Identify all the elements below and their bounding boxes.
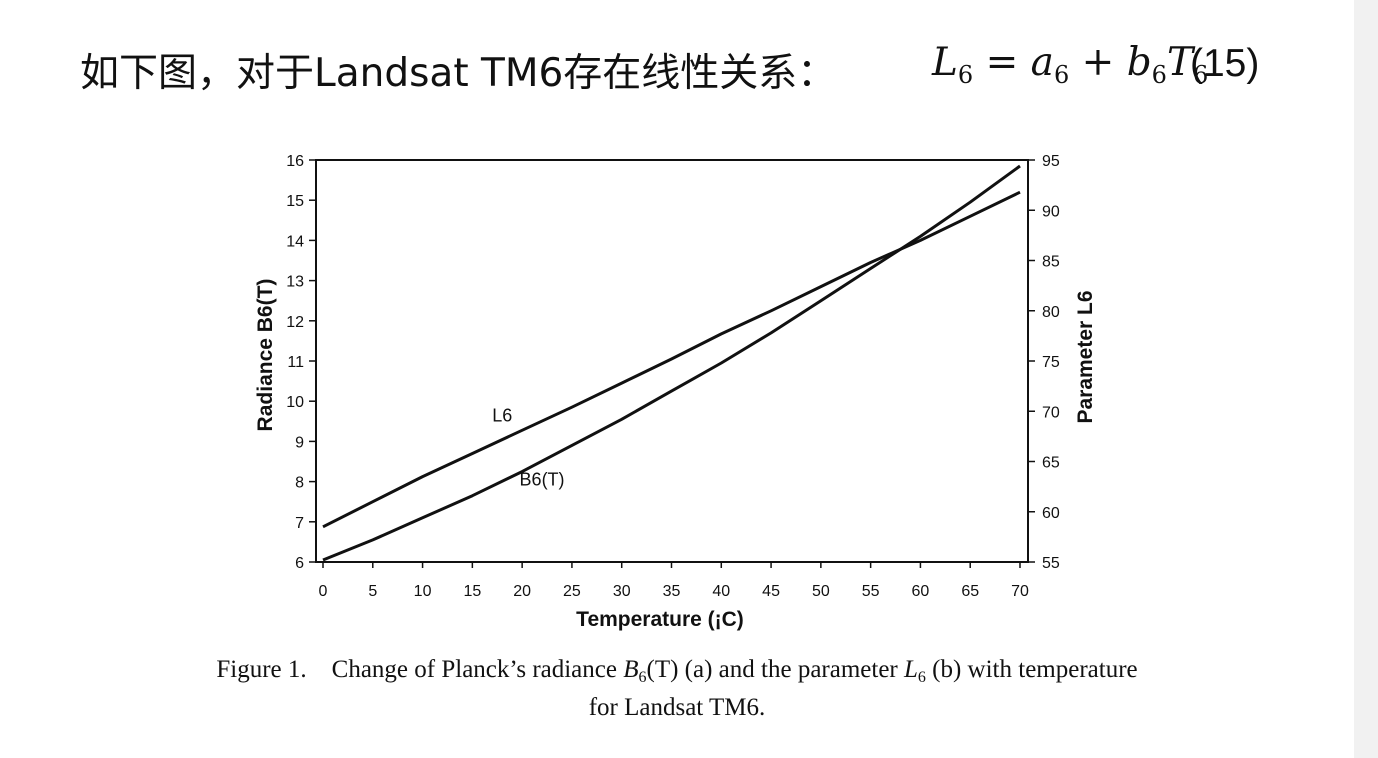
caption-part3: (b) with temperature xyxy=(925,656,1138,683)
caption-B: B xyxy=(623,656,639,683)
y-left-tick-label: 14 xyxy=(286,233,304,250)
series-label: L6 xyxy=(492,405,512,425)
figure-caption: Figure 1. Change of Planck’s radiance B6… xyxy=(0,655,1354,723)
x-tick-label: 50 xyxy=(812,583,830,600)
formula: L6 = a6 + b6T6 xyxy=(932,40,1208,89)
x-axis-title: Temperature (¡C) xyxy=(576,608,744,631)
chart-frame xyxy=(315,159,1029,563)
y-right-tick-label: 55 xyxy=(1042,555,1060,572)
chart-labels: L6 B6(T) Temperature (¡C) Radiance B6(T) Par… xyxy=(254,279,1097,631)
x-tick-label: 10 xyxy=(414,583,432,600)
y-right-tick-label: 60 xyxy=(1042,505,1060,522)
chart-series xyxy=(322,164,1021,562)
formula-T-sub: 6 xyxy=(1192,61,1209,89)
formula-b: b xyxy=(1126,40,1152,85)
x-tick-label: 25 xyxy=(563,583,581,600)
x-tick-label: 45 xyxy=(762,583,780,600)
y-right-tick-label: 90 xyxy=(1042,203,1060,220)
x-tick-label: 55 xyxy=(862,583,880,600)
x-tick-label: 0 xyxy=(319,583,328,600)
y-left-tick-label: 13 xyxy=(286,274,304,291)
y-right-tick-label: 65 xyxy=(1042,455,1060,472)
x-tick-label: 35 xyxy=(663,583,681,600)
y-right-tick-label: 80 xyxy=(1042,304,1060,321)
x-tick-label: 5 xyxy=(368,583,377,600)
caption-part2: (T) (a) and the parameter xyxy=(646,656,904,683)
formula-eq: = xyxy=(973,40,1031,85)
formula-a: a xyxy=(1030,40,1054,85)
y-left-tick-label: 9 xyxy=(295,434,304,451)
caption-L-sub: 6 xyxy=(917,669,926,686)
y-right-axis-title: Parameter L6 xyxy=(1074,290,1097,423)
chart-ticks: 0 5 10 15 20 25 30 35 40 45 50 55 60 65 70 6 7 8 9 10 11 12 13… xyxy=(286,153,1060,600)
formula-L-sub: 6 xyxy=(957,61,974,89)
y-left-tick-label: 16 xyxy=(286,153,304,170)
y-left-tick-label: 15 xyxy=(286,193,304,210)
x-tick-label: 70 xyxy=(1011,583,1029,600)
series-line-l6 xyxy=(322,190,1021,529)
chart: 0 5 10 15 20 25 30 35 40 45 50 55 60 65 70 6 7 8 9 10 11 12 13… xyxy=(254,153,1097,631)
heading-text: 如下图，对于Landsat TM6存在线性关系： xyxy=(80,51,837,96)
formula-L: L xyxy=(932,40,958,85)
scrollbar-track[interactable] xyxy=(1354,0,1378,758)
caption-L: L xyxy=(904,656,918,683)
formula-a-sub: 6 xyxy=(1053,61,1070,89)
caption-part1: Change of Planck’s radiance xyxy=(331,656,624,683)
x-tick-label: 65 xyxy=(961,583,979,600)
x-tick-label: 60 xyxy=(912,583,930,600)
y-right-tick-label: 95 xyxy=(1042,153,1060,170)
formula-plus: + xyxy=(1069,40,1127,85)
series-label: B6(T) xyxy=(520,470,565,490)
plot-frame xyxy=(315,159,1029,563)
y-left-tick-label: 8 xyxy=(295,475,304,492)
caption-prefix: Figure 1. xyxy=(216,656,307,683)
y-right-tick-label: 85 xyxy=(1042,254,1060,271)
caption-B-sub: 6 xyxy=(638,669,647,686)
y-right-tick-label: 70 xyxy=(1042,404,1060,421)
equation-number: (15) xyxy=(1190,42,1260,85)
caption-line-1: Figure 1. Change of Planck’s radiance B6… xyxy=(0,655,1354,693)
series-line-b6t xyxy=(322,164,1021,562)
y-left-tick-label: 6 xyxy=(295,555,304,572)
x-tick-label: 40 xyxy=(712,583,730,600)
x-tick-label: 15 xyxy=(463,583,481,600)
formula-T: T xyxy=(1166,40,1193,85)
y-left-axis-title: Radiance B6(T) xyxy=(254,279,277,432)
y-left-tick-label: 12 xyxy=(286,314,304,331)
y-left-tick-label: 7 xyxy=(295,515,304,532)
x-tick-label: 20 xyxy=(513,583,531,600)
x-tick-label: 30 xyxy=(613,583,631,600)
y-left-tick-label: 10 xyxy=(286,394,304,411)
y-left-tick-label: 11 xyxy=(287,354,304,371)
caption-line-2: for Landsat TM6. xyxy=(588,694,766,721)
y-right-tick-label: 75 xyxy=(1042,354,1060,371)
formula-b-sub: 6 xyxy=(1151,61,1167,89)
